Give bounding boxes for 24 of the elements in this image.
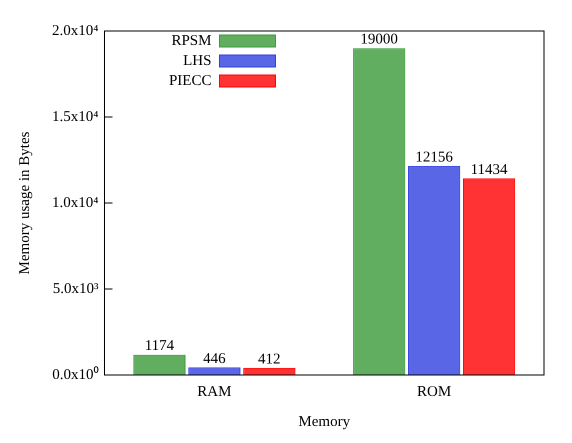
legend-label: LHS <box>183 52 212 69</box>
y-tick-label: 0.0x10⁰ <box>52 366 98 383</box>
bar <box>188 367 240 374</box>
data-label: 446 <box>203 350 226 367</box>
data-label: 11434 <box>470 162 508 178</box>
bar <box>353 48 406 374</box>
bar <box>408 166 460 374</box>
bar <box>462 178 516 374</box>
data-label: 412 <box>258 351 281 368</box>
bar <box>133 354 186 374</box>
y-axis-title: Memory usage in Bytes <box>16 131 33 274</box>
bar <box>243 368 296 374</box>
x-tick-label: RAM <box>197 384 232 400</box>
legend-label: PIECC <box>168 72 212 89</box>
data-label: 1174 <box>144 338 175 354</box>
y-tick-label: 2.0x10⁴ <box>52 22 98 39</box>
data-label: 12156 <box>415 149 454 166</box>
y-tick-label: 1.0x10⁴ <box>52 194 98 211</box>
data-label: 19000 <box>360 32 398 48</box>
x-tick-label: ROM <box>417 384 452 400</box>
legend-label: RPSM <box>171 32 212 49</box>
y-tick-label: 1.5x10⁴ <box>52 108 98 125</box>
x-axis-title: Memory <box>298 414 351 430</box>
y-tick-label: 5.0x10³ <box>52 280 99 297</box>
